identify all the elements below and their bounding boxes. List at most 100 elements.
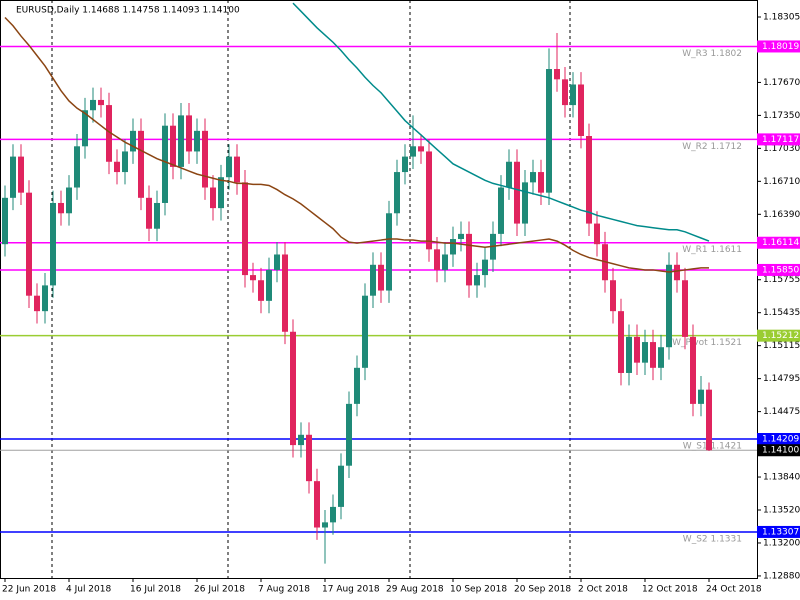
candle-body bbox=[666, 264, 672, 348]
y-tick-label: 1.17350 bbox=[763, 111, 800, 121]
y-tick-label: 1.15115 bbox=[763, 341, 800, 351]
x-tick-label: 22 Jun 2018 bbox=[2, 585, 56, 595]
x-tick-label: 4 Jul 2018 bbox=[66, 585, 111, 595]
candle-body bbox=[698, 389, 704, 404]
candle-body bbox=[642, 342, 648, 363]
candle-body bbox=[522, 182, 528, 224]
candle-body bbox=[26, 192, 32, 296]
candle-body bbox=[242, 182, 248, 276]
candle-body bbox=[258, 280, 264, 301]
x-tick-label: 16 Jul 2018 bbox=[130, 585, 181, 595]
y-tick-label: 1.13520 bbox=[763, 506, 800, 516]
candle-body bbox=[546, 69, 552, 193]
x-tick-label: 12 Oct 2018 bbox=[642, 585, 698, 595]
candle-body bbox=[426, 151, 432, 250]
candle-body bbox=[218, 177, 224, 209]
price-label-box bbox=[757, 329, 800, 342]
candle-body bbox=[538, 172, 544, 193]
candle-body bbox=[314, 481, 320, 528]
moving-average bbox=[4, 16, 709, 273]
price-label-box bbox=[757, 40, 800, 53]
x-tick-label: 7 Aug 2018 bbox=[258, 585, 310, 595]
candle-body bbox=[282, 254, 288, 332]
candle-body bbox=[674, 264, 680, 281]
candle-body bbox=[634, 336, 640, 363]
candle-body bbox=[34, 295, 40, 312]
candle-body bbox=[410, 146, 416, 157]
candle-body bbox=[650, 342, 656, 368]
pivot-level-text: W_S2 1.1331 bbox=[683, 534, 742, 544]
candle-body bbox=[626, 336, 632, 373]
pivot-level-text: W_S1 1.1421 bbox=[683, 442, 742, 452]
candle-body bbox=[362, 295, 368, 368]
candle-body bbox=[58, 202, 64, 214]
chart-header: EURUSD,Daily 1.14688 1.14758 1.14093 1.1… bbox=[16, 6, 240, 16]
candle-body bbox=[402, 156, 408, 173]
price-label-box bbox=[757, 525, 800, 538]
x-tick-label: 2 Oct 2018 bbox=[578, 585, 628, 595]
candle-body bbox=[18, 156, 24, 193]
pivot-level-text: W_R1 1.1611 bbox=[682, 245, 742, 255]
price-label-box bbox=[757, 133, 800, 146]
candle-body bbox=[498, 187, 504, 234]
candle-body bbox=[66, 187, 72, 214]
candle-body bbox=[610, 280, 616, 312]
y-tick-label: 1.17670 bbox=[763, 78, 800, 88]
x-tick-label: 17 Aug 2018 bbox=[322, 585, 380, 595]
candle-body bbox=[354, 367, 360, 404]
price-label-box bbox=[757, 236, 800, 249]
candle-body bbox=[458, 233, 464, 240]
candle-body bbox=[562, 79, 568, 106]
candle-body bbox=[442, 254, 448, 270]
candle-body bbox=[298, 434, 304, 446]
candle-body bbox=[378, 264, 384, 291]
candle-body bbox=[338, 465, 344, 507]
candle-body bbox=[202, 130, 208, 188]
price-label: 1.17117 bbox=[762, 135, 799, 145]
candle-body bbox=[466, 233, 472, 286]
candle-body bbox=[506, 161, 512, 188]
y-tick-label: 1.17030 bbox=[763, 144, 800, 154]
candle-body bbox=[330, 506, 336, 523]
y-tick-label: 1.12880 bbox=[763, 571, 800, 581]
candle-body bbox=[322, 522, 328, 528]
candle-body bbox=[394, 172, 400, 214]
candle-body bbox=[658, 347, 664, 368]
price-label-box bbox=[757, 433, 800, 446]
candle-body bbox=[122, 151, 128, 173]
x-tick-label: 10 Sep 2018 bbox=[450, 585, 507, 595]
candle-body bbox=[554, 69, 560, 80]
y-tick-label: 1.14795 bbox=[763, 374, 800, 384]
candle-body bbox=[146, 197, 152, 229]
candle-body bbox=[42, 285, 48, 312]
candle-body bbox=[586, 136, 592, 224]
candle-body bbox=[10, 156, 16, 198]
candle-body bbox=[130, 130, 136, 152]
candle-body bbox=[682, 280, 688, 337]
x-tick-label: 20 Sep 2018 bbox=[514, 585, 571, 595]
candle-body bbox=[594, 223, 600, 245]
candle-body bbox=[138, 130, 144, 198]
candle-body bbox=[90, 99, 96, 111]
candle-body bbox=[618, 311, 624, 373]
candle-body bbox=[154, 202, 160, 229]
x-tick-label: 29 Aug 2018 bbox=[386, 585, 444, 595]
y-tick-label: 1.15435 bbox=[763, 308, 800, 318]
candle-body bbox=[178, 115, 184, 167]
candle-body bbox=[482, 259, 488, 276]
candle-body bbox=[570, 84, 576, 106]
x-tick-label: 26 Jul 2018 bbox=[194, 585, 245, 595]
candle-body bbox=[82, 110, 88, 147]
candle-body bbox=[530, 172, 536, 183]
pivot-level-text: W_Pivot 1.1521 bbox=[672, 338, 742, 348]
candle-body bbox=[274, 254, 280, 270]
candle-body bbox=[234, 156, 240, 183]
candle-body bbox=[450, 239, 456, 255]
candle-body bbox=[346, 403, 352, 466]
y-tick-label: 1.14475 bbox=[763, 407, 800, 417]
y-tick-label: 1.16390 bbox=[763, 210, 800, 220]
candle-body bbox=[50, 202, 56, 286]
price-label: 1.15850 bbox=[762, 265, 799, 275]
candle-body bbox=[210, 187, 216, 209]
